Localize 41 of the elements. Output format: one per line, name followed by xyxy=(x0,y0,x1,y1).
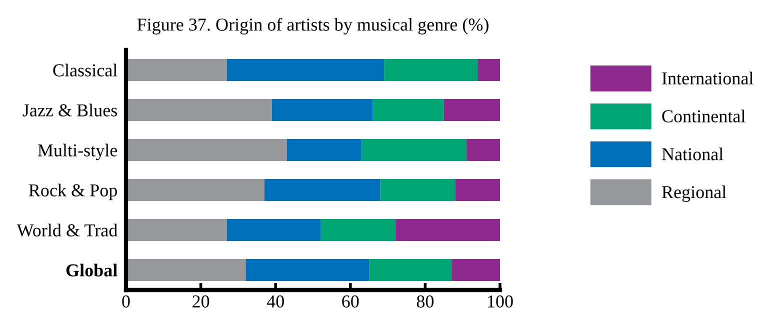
y-tick-label: Rock & Pop xyxy=(28,184,117,200)
legend-label: National xyxy=(662,148,724,160)
y-tick-label: World & Trad xyxy=(16,224,118,237)
y-tick-label: Jazz & Blues xyxy=(22,104,118,116)
x-tick-label: 60 xyxy=(342,295,359,308)
bar xyxy=(451,259,500,281)
bar xyxy=(362,139,466,161)
legend-label: Regional xyxy=(662,186,726,202)
bar xyxy=(126,99,272,121)
x-tick-label: 100 xyxy=(488,295,513,308)
x-tick-label: 80 xyxy=(416,295,434,308)
bar xyxy=(369,259,452,281)
bar xyxy=(286,139,362,161)
bar xyxy=(226,59,384,81)
bar xyxy=(126,139,287,161)
y-tick-label: Classical xyxy=(53,64,118,76)
x-tick-label: 40 xyxy=(266,295,284,308)
bar xyxy=(126,179,264,201)
legend-label: Continental xyxy=(662,110,746,122)
bar xyxy=(226,219,320,241)
bar xyxy=(126,259,246,281)
bar xyxy=(466,139,500,161)
bar xyxy=(444,99,500,121)
bar xyxy=(126,219,227,241)
bar xyxy=(478,59,500,81)
bar xyxy=(380,179,456,201)
x-tick-label: 0 xyxy=(122,295,130,308)
y-tick-label: Multi-style xyxy=(38,144,118,160)
x-tick-label: 20 xyxy=(192,295,210,308)
bar xyxy=(455,179,500,201)
bar xyxy=(395,219,500,241)
chart-title: Figure 37. Origin of artists by musical genre (%) xyxy=(137,18,488,34)
bar xyxy=(246,259,370,281)
bar xyxy=(384,59,478,81)
y-tick-label: Global xyxy=(66,264,118,276)
bar xyxy=(126,59,227,81)
bar xyxy=(372,99,444,121)
bar xyxy=(264,179,380,201)
bar xyxy=(272,99,373,121)
legend-label: International xyxy=(662,72,754,84)
bar xyxy=(320,219,396,241)
